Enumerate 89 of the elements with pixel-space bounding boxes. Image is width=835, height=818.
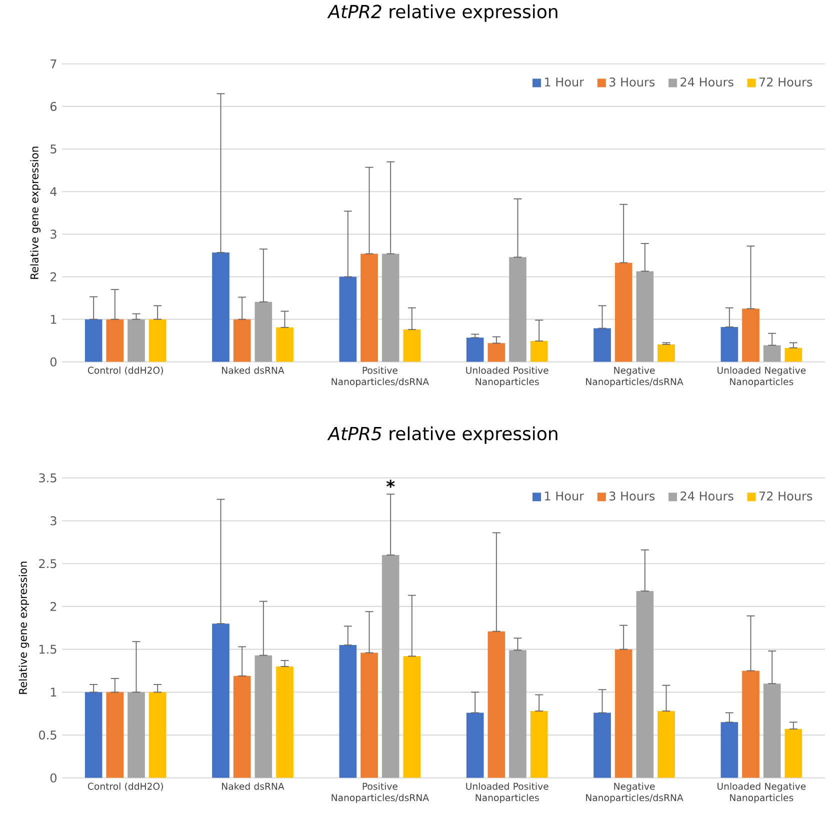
bar [784, 729, 802, 778]
x-tick-label: Control (ddH2O) [88, 782, 163, 791]
bar [720, 327, 738, 362]
bar [128, 319, 145, 362]
y-tick-label: 1 [50, 314, 56, 324]
y-tick-label: 7 [50, 60, 56, 68]
bar [614, 649, 632, 778]
bar [488, 343, 506, 362]
y-tick-label: 3.5 [39, 473, 56, 482]
bar [148, 319, 166, 362]
y-tick-label: 0.5 [39, 730, 56, 740]
bar [403, 330, 421, 362]
bar [594, 712, 611, 778]
y-tick-label: 1.5 [40, 644, 56, 654]
x-tick-label: Naked dsRNA [222, 782, 284, 790]
x-tick-label: Negative Nanoparticles/dsRNA [586, 782, 684, 804]
chart-title: AtPR2 relative expression [327, 4, 558, 22]
bar [233, 319, 251, 362]
bar [128, 692, 145, 778]
bar [530, 711, 548, 778]
x-tick-label: Unloaded Positive Nanoparticles [466, 366, 548, 388]
x-tick-label: Unloaded Negative Nanoparticles [718, 366, 806, 388]
bar [466, 712, 484, 778]
bar [658, 711, 675, 778]
bar [148, 692, 166, 778]
y-tick-label: 3 [50, 516, 56, 526]
y-tick-label: 0 [50, 357, 56, 366]
x-tick-label: Control (ddH2O) [88, 366, 163, 375]
bar [360, 254, 378, 362]
bar [254, 655, 272, 778]
bar [276, 666, 294, 778]
legend-label: 72 Hours [759, 492, 812, 501]
legend-label: 3 Hours [609, 78, 655, 87]
y-tick-label: 2 [50, 602, 56, 611]
annotation: * [386, 480, 395, 488]
bar [530, 341, 548, 362]
legend-label: 24 Hours [680, 492, 734, 501]
bar [742, 308, 760, 362]
y-axis-title: Relative gene expression [30, 146, 40, 279]
legend-label: 24 Hours [680, 78, 734, 87]
bar [509, 650, 526, 778]
y-tick-label: 5 [50, 144, 56, 154]
bar [403, 656, 421, 778]
bar [763, 684, 781, 778]
bar [233, 676, 251, 778]
y-tick-label: 3 [50, 230, 56, 239]
bar [382, 555, 400, 778]
x-tick-label: Positive Nanoparticles/dsRNA [332, 366, 429, 388]
x-tick-label: Unloaded Negative Nanoparticles [718, 782, 806, 804]
bar [84, 692, 102, 778]
bar [594, 328, 611, 362]
bar [763, 345, 781, 362]
y-tick-label: 1 [50, 688, 56, 697]
bar [636, 271, 654, 362]
bar [658, 344, 675, 362]
bar [784, 348, 802, 362]
bar [212, 624, 230, 778]
chart-title: AtPR5 relative expression [327, 426, 558, 444]
bar [742, 670, 760, 778]
bar [276, 327, 294, 362]
legend-label: 3 Hours [609, 492, 655, 501]
bar [488, 631, 506, 778]
bar [106, 319, 124, 362]
x-tick-label: Naked dsRNA [222, 366, 284, 374]
bar [382, 254, 400, 362]
legend-label: 1 Hour [545, 492, 584, 501]
bar [339, 276, 357, 362]
legend-label: 1 Hour [545, 78, 584, 87]
bar [614, 262, 632, 362]
bar [720, 722, 738, 778]
y-tick-label: 4 [50, 187, 57, 196]
x-tick-label: Unloaded Positive Nanoparticles [466, 782, 548, 804]
bar [636, 591, 654, 778]
bar [84, 319, 102, 362]
bar [466, 338, 484, 362]
y-tick-label: 6 [50, 102, 57, 112]
bar [509, 257, 526, 362]
y-axis-title: Relative gene expression [18, 562, 30, 694]
bar [254, 302, 272, 362]
x-tick-label: Positive Nanoparticles/dsRNA [332, 782, 429, 804]
bar [360, 652, 378, 778]
y-tick-label: 0 [50, 773, 56, 782]
legend-label: 72 Hours [759, 78, 812, 87]
bar [106, 692, 124, 778]
y-tick-label: 2 [50, 272, 56, 282]
bar [339, 645, 357, 778]
y-tick-label: 2.5 [39, 559, 56, 568]
x-tick-label: Negative Nanoparticles/dsRNA [586, 366, 684, 388]
bar [212, 252, 230, 362]
